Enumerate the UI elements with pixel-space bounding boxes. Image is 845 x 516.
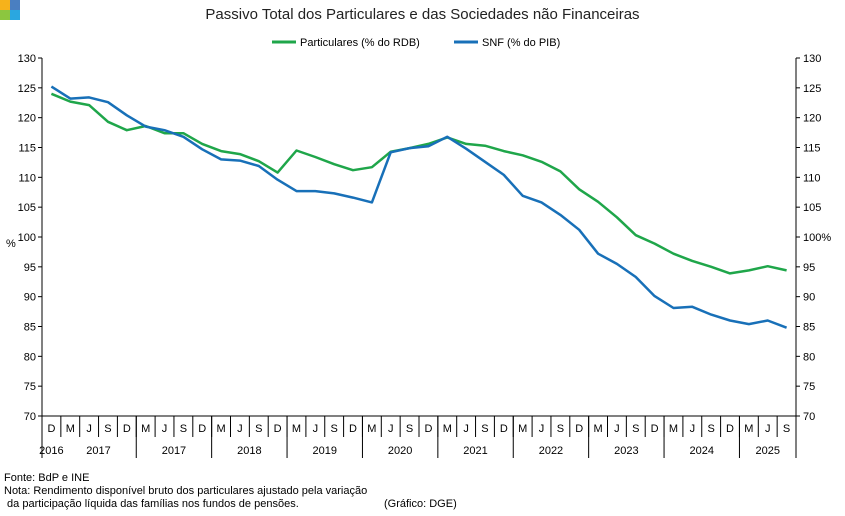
y-tick-label-right: 125 [803, 83, 821, 95]
y-tick-label-left: 70 [24, 411, 36, 423]
x-tick-label: J [237, 423, 243, 435]
x-tick-label: M [367, 423, 376, 435]
year-label: 2020 [388, 445, 412, 457]
x-tick-label: J [162, 423, 168, 435]
x-tick-label: J [388, 423, 394, 435]
x-tick-label: S [104, 423, 111, 435]
year-label: 2016 [39, 445, 63, 457]
y-tick-label-right: 130 [803, 53, 821, 65]
methodology-note-1: Nota: Rendimento disponível bruto dos pa… [4, 485, 368, 497]
chart-credit: (Gráfico: DGE) [384, 498, 457, 510]
x-tick-label: D [726, 423, 734, 435]
x-tick-label: M [518, 423, 527, 435]
logo-square-1 [0, 0, 10, 10]
x-tick-label: S [783, 423, 790, 435]
y-tick-label-right: 100% [803, 232, 831, 244]
x-tick-label: S [331, 423, 338, 435]
x-tick-label: S [481, 423, 488, 435]
x-tick-label: S [406, 423, 413, 435]
year-label: 2017 [162, 445, 186, 457]
x-tick-label: S [708, 423, 715, 435]
x-tick-label: D [198, 423, 206, 435]
x-tick-label: J [690, 423, 696, 435]
logo-square-2 [10, 0, 20, 10]
year-label: 2018 [237, 445, 261, 457]
x-tick-label: M [593, 423, 602, 435]
x-tick-label: M [443, 423, 452, 435]
y-tick-label-left: 115 [18, 143, 36, 155]
y-tick-label-right: 110 [803, 172, 821, 184]
y-tick-label-left: 110 [18, 172, 36, 184]
y-tick-label-right: 105 [803, 202, 821, 214]
x-tick-label: D [500, 423, 508, 435]
x-tick-label: D [651, 423, 659, 435]
y-tick-label-left: 80 [24, 351, 36, 363]
series-line-snf [50, 85, 788, 329]
x-tick-label: M [292, 423, 301, 435]
x-tick-label: J [614, 423, 620, 435]
x-tick-label: M [216, 423, 225, 435]
year-label: 2025 [755, 445, 779, 457]
y-tick-label-right: 95 [803, 262, 815, 274]
y-tick-label-right: 115 [803, 143, 821, 155]
y-tick-label-left: 95 [24, 262, 36, 274]
year-label: 2023 [614, 445, 638, 457]
methodology-note-2: da participação líquida das famílias nos… [4, 498, 299, 510]
year-label: 2017 [86, 445, 110, 457]
year-label: 2021 [463, 445, 487, 457]
logo-square-4 [10, 10, 20, 20]
logo [0, 0, 20, 20]
y-tick-label-right: 90 [803, 292, 815, 304]
line-chart: 70 70 75 75 80 80 85 85 90 90 95 95 100 100% 105 105 110… [6, 37, 831, 458]
x-tick-label: J [313, 423, 319, 435]
x-tick-label: J [86, 423, 92, 435]
y-tick-label-left: 100 [18, 232, 36, 244]
y-tick-label-right: 85 [803, 322, 815, 334]
y-tick-label-left: 125 [18, 83, 36, 95]
x-tick-label: S [632, 423, 639, 435]
legend-label: Particulares (% do RDB) [300, 37, 420, 49]
year-label: 2019 [313, 445, 337, 457]
chart-title: Passivo Total dos Particulares e das Soc… [205, 6, 640, 23]
x-tick-label: M [66, 423, 75, 435]
x-tick-label: D [424, 423, 432, 435]
year-label: 2022 [539, 445, 563, 457]
y-tick-label-left: 90 [24, 292, 36, 304]
y-tick-label-left: 85 [24, 322, 36, 334]
y-tick-label-right: 120 [803, 113, 821, 125]
x-tick-label: D [123, 423, 131, 435]
x-tick-label: J [463, 423, 469, 435]
x-tick-label: D [274, 423, 282, 435]
y-tick-label-right: 70 [803, 411, 815, 423]
y-tick-label-right: 75 [803, 381, 815, 393]
x-tick-label: J [765, 423, 771, 435]
x-tick-label: M [669, 423, 678, 435]
y-tick-label-left: 130 [18, 53, 36, 65]
series-line-particulares [50, 92, 787, 275]
chart-notes: Fonte: BdP e INE Nota: Rendimento dispon… [4, 472, 367, 511]
source-note: Fonte: BdP e INE [4, 472, 90, 484]
y-axis-unit-label: % [6, 238, 16, 250]
y-tick-label-left: 105 [18, 202, 36, 214]
y-tick-label-left: 75 [24, 381, 36, 393]
x-tick-label: M [744, 423, 753, 435]
legend-label: SNF (% do PIB) [482, 37, 560, 49]
y-tick-label-left: 120 [18, 113, 36, 125]
y-tick-label-right: 80 [803, 351, 815, 363]
logo-square-3 [0, 10, 10, 20]
x-tick-label: D [349, 423, 357, 435]
x-tick-label: D [47, 423, 55, 435]
x-tick-label: S [180, 423, 187, 435]
x-tick-label: S [557, 423, 564, 435]
x-tick-label: S [255, 423, 262, 435]
x-tick-label: M [141, 423, 150, 435]
year-label: 2024 [690, 445, 714, 457]
x-tick-label: D [575, 423, 583, 435]
x-tick-label: J [539, 423, 545, 435]
